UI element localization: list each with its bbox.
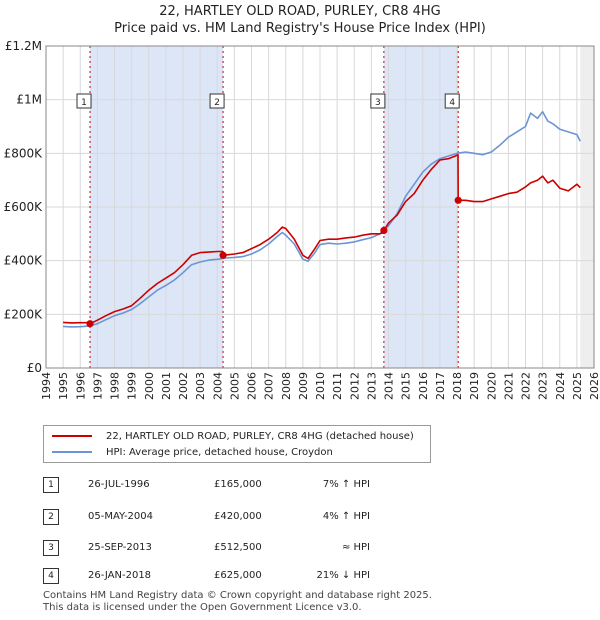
sale-number-box xyxy=(76,93,92,109)
y-tick-label: £1.2M xyxy=(5,39,42,53)
sale-price: £420,000 xyxy=(214,511,262,522)
x-tick-label: 2012 xyxy=(348,372,361,400)
sale-number-box xyxy=(209,93,225,109)
x-tick-label: 2018 xyxy=(451,372,464,400)
legend-entry-hpi: HPI: Average price, detached house, Croy… xyxy=(52,445,333,459)
sale-number-box xyxy=(444,93,460,109)
x-tick-label: 2026 xyxy=(588,372,600,400)
plot-frame xyxy=(45,45,595,369)
sale-row: 3 25-SEP-2013 £512,500 ≈ HPI xyxy=(0,540,600,558)
x-tick-label: 1999 xyxy=(126,372,139,400)
x-tick-label: 1995 xyxy=(57,372,70,400)
y-tick-label: £800K xyxy=(4,146,44,160)
x-tick-label: 1997 xyxy=(91,372,104,400)
x-tick-label: 2014 xyxy=(383,372,396,400)
x-tick-label: 2000 xyxy=(143,372,156,400)
y-tick-label: £400K xyxy=(4,254,44,268)
footer-copyright: Contains HM Land Registry data © Crown c… xyxy=(43,590,432,601)
footer-licence: This data is licensed under the Open Gov… xyxy=(43,602,362,613)
sale-number-label: 2 xyxy=(214,98,220,108)
sale-number-badge: 3 xyxy=(43,540,59,556)
legend-line-hpi xyxy=(52,451,92,453)
sale-point xyxy=(86,320,94,328)
sale-point xyxy=(219,251,227,259)
sale-row: 1 26-JUL-1996 £165,000 7% ↑ HPI xyxy=(0,477,600,495)
x-tick-label: 2021 xyxy=(502,372,515,400)
x-tick-label: 2019 xyxy=(468,372,481,400)
sale-hpi-comparison: ≈ HPI xyxy=(341,542,370,553)
x-tick-label: 2015 xyxy=(400,372,413,400)
chart-title-line1: 22, HARTLEY OLD ROAD, PURLEY, CR8 4HG xyxy=(159,4,441,19)
x-tick-label: 2007 xyxy=(263,372,276,400)
sale-date: 26-JUL-1996 xyxy=(88,479,150,490)
chart-legend: 22, HARTLEY OLD ROAD, PURLEY, CR8 4HG (d… xyxy=(43,425,431,463)
x-tick-label: 2017 xyxy=(434,372,447,400)
sale-date: 26-JAN-2018 xyxy=(88,570,152,581)
x-tick-label: 2013 xyxy=(365,372,378,400)
sale-price: £625,000 xyxy=(214,570,262,581)
x-tick-label: 1994 xyxy=(40,372,53,400)
sale-price: £165,000 xyxy=(214,479,262,490)
price-chart: 1 2 3 4 £0 £200K £400K £600K £800K £1M £1.2M 1994 1… xyxy=(4,39,600,400)
x-tick-label: 2005 xyxy=(228,372,241,400)
sale-number-label: 3 xyxy=(375,98,381,108)
sale-point xyxy=(454,196,462,204)
sale-price: £512,500 xyxy=(214,542,262,553)
sale-number-label: 4 xyxy=(449,98,455,108)
x-tick-label: 2023 xyxy=(537,372,550,400)
y-tick-label: £0 xyxy=(27,361,42,375)
sale-row: 2 05-MAY-2004 £420,000 4% ↑ HPI xyxy=(0,509,600,527)
x-tick-label: 2011 xyxy=(331,372,344,400)
x-tick-label: 2002 xyxy=(177,372,190,400)
x-tick-label: 1996 xyxy=(74,372,87,400)
x-tick-label: 1998 xyxy=(109,372,122,400)
sale-number-badge: 4 xyxy=(43,568,59,584)
sale-number-badge: 1 xyxy=(43,477,59,493)
x-tick-label: 2003 xyxy=(194,372,207,400)
sale-date: 25-SEP-2013 xyxy=(88,542,152,553)
x-tick-label: 2006 xyxy=(246,372,259,400)
x-tick-label: 2001 xyxy=(160,372,173,400)
x-tick-label: 2010 xyxy=(314,372,327,400)
x-tick-label: 2004 xyxy=(211,372,224,400)
x-tick-label: 2008 xyxy=(280,372,293,400)
chart-title-line2: Price paid vs. HM Land Registry's House … xyxy=(114,21,486,36)
x-tick-label: 2022 xyxy=(520,372,533,400)
x-tick-label: 2020 xyxy=(485,372,498,400)
hpi-line xyxy=(63,110,582,328)
legend-label-property: 22, HARTLEY OLD ROAD, PURLEY, CR8 4HG (d… xyxy=(106,430,414,442)
sale-date: 05-MAY-2004 xyxy=(88,511,154,522)
legend-label-hpi: HPI: Average price, detached house, Croy… xyxy=(106,446,333,458)
sale-hpi-comparison: 4% ↑ HPI xyxy=(322,511,370,522)
y-tick-label: £200K xyxy=(4,307,44,321)
legend-entry-property: 22, HARTLEY OLD ROAD, PURLEY, CR8 4HG (d… xyxy=(52,429,414,443)
x-tick-label: 2016 xyxy=(417,372,430,400)
sale-point xyxy=(380,226,388,235)
property-price-line xyxy=(63,153,581,325)
sale-hpi-comparison: 21% ↓ HPI xyxy=(316,570,370,581)
sale-row: 4 26-JAN-2018 £625,000 21% ↓ HPI xyxy=(0,568,600,586)
x-tick-label: 2025 xyxy=(571,372,584,400)
sale-number-box xyxy=(370,93,386,109)
sale-number-badge: 2 xyxy=(43,509,59,525)
x-tick-label: 2009 xyxy=(297,372,310,400)
sale-hpi-comparison: 7% ↑ HPI xyxy=(322,479,370,490)
y-tick-label: £600K xyxy=(4,200,44,214)
x-tick-label: 2024 xyxy=(554,372,567,400)
legend-line-property xyxy=(52,435,92,437)
sale-number-label: 1 xyxy=(81,98,87,108)
y-tick-label: £1M xyxy=(16,93,42,107)
